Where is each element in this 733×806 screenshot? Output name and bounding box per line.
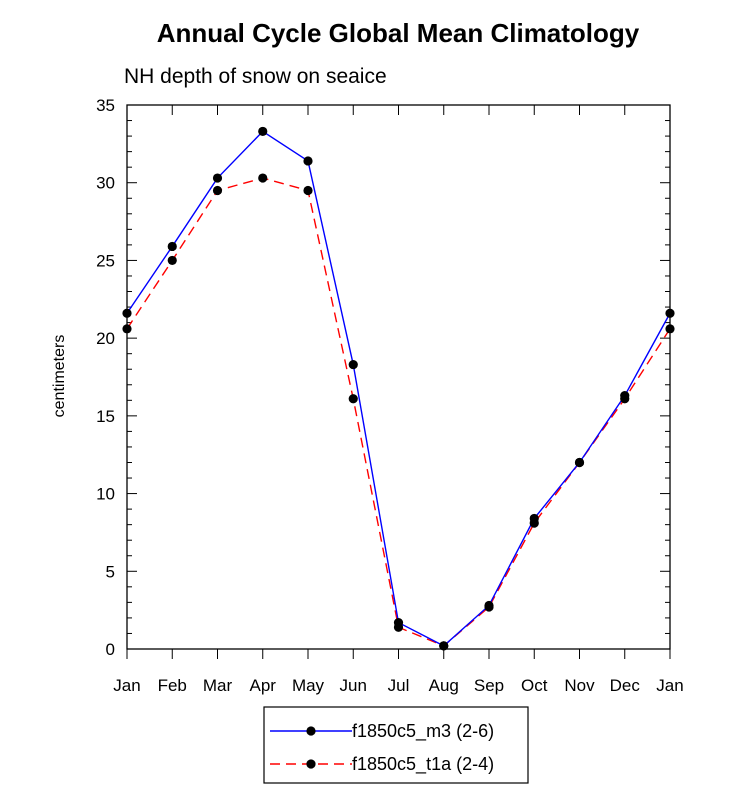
x-tick-label: Aug	[429, 676, 459, 695]
data-point	[258, 173, 268, 183]
y-tick-label: 15	[96, 407, 115, 426]
data-point	[620, 394, 630, 404]
data-point	[348, 359, 358, 370]
data-point	[122, 324, 132, 334]
legend-box	[263, 706, 529, 784]
y-tick-label: 35	[96, 96, 115, 115]
legend-label: f1850c5_t1a (2-4)	[352, 754, 494, 775]
legend-label: f1850c5_m3 (2-6)	[352, 721, 494, 742]
data-point	[167, 255, 177, 266]
y-tick-label: 0	[106, 640, 115, 659]
y-tick-label: 20	[96, 329, 115, 348]
x-tick-label: Mar	[203, 676, 233, 695]
x-tick-label: Dec	[610, 676, 641, 695]
y-axis-label: centimeters	[51, 335, 68, 418]
x-tick-label: Jan	[656, 676, 683, 695]
data-point	[665, 324, 675, 334]
x-tick-label: Jan	[113, 676, 140, 695]
data-point	[484, 602, 494, 612]
data-point	[665, 308, 675, 318]
data-point	[258, 126, 268, 137]
data-point	[439, 641, 449, 651]
legend-marker	[306, 726, 316, 736]
x-tick-label: May	[292, 676, 325, 695]
x-tick-label: Feb	[158, 676, 187, 695]
x-tick-label: Jun	[340, 676, 367, 695]
x-tick-label: Apr	[250, 676, 277, 695]
chart-subtitle: NH depth of snow on seaice	[124, 65, 387, 88]
data-point	[529, 518, 539, 528]
data-point	[348, 394, 358, 404]
data-point	[212, 185, 223, 196]
x-tick-label: Sep	[474, 676, 504, 695]
series-line	[126, 177, 671, 647]
y-tick-label: 30	[96, 174, 115, 193]
chart-title: Annual Cycle Global Mean Climatology	[157, 18, 640, 48]
plot-frame	[126, 104, 671, 650]
x-tick-label: Jul	[388, 676, 410, 695]
data-point	[167, 241, 177, 252]
y-tick-label: 5	[106, 562, 115, 581]
data-point	[303, 185, 313, 196]
y-tick-label: 10	[96, 485, 115, 504]
data-point	[574, 457, 585, 468]
data-point	[393, 622, 404, 632]
x-tick-label: Nov	[564, 676, 595, 695]
x-tick-label: Oct	[521, 676, 548, 695]
legend-marker	[306, 759, 316, 769]
plot-area: 0 5 10 15 20 25 30 35 Jan Feb Mar Apr May Jun Jul Aug Se…	[96, 96, 684, 695]
legend: f1850c5_m3 (2-6) f1850c5_t1a (2-4)	[263, 706, 529, 784]
data-point	[212, 173, 223, 183]
data-point	[303, 156, 313, 166]
y-tick-label: 25	[96, 251, 115, 270]
data-point	[122, 308, 132, 318]
series-line	[126, 130, 671, 647]
